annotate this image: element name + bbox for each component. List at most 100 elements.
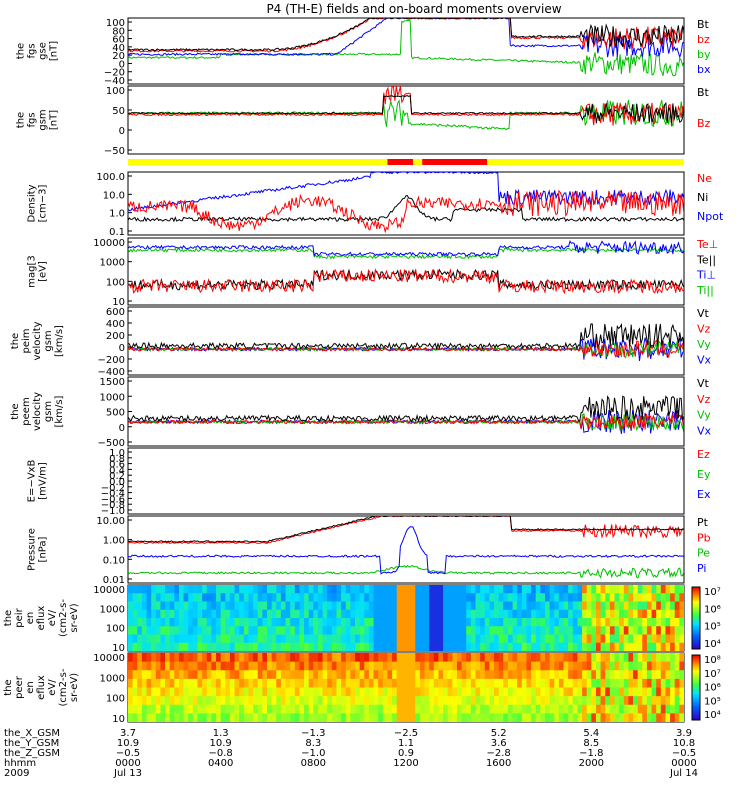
y-tick-label: 10.0 (103, 190, 125, 201)
x-tick-value: 0800 (301, 758, 326, 769)
y-tick-label: −0.2 (101, 483, 125, 494)
panel-frame (127, 17, 685, 85)
trace-Ti⊥ (128, 240, 684, 257)
legend-by: by (697, 48, 711, 61)
y-tick-label: 60 (112, 35, 125, 46)
y-tick-label: 40 (112, 43, 125, 54)
panel-peer-spectrogram: the peer en eflux eV/(cm2-s-sr-eV) 10000 1000 1… (3, 652, 721, 725)
ylabel-line: the (3, 679, 14, 695)
y-tick-label: 0 (119, 343, 125, 354)
y-tick-label: −0.6 (101, 494, 125, 505)
colorbar (691, 654, 701, 721)
y-tick-label: −1.0 (101, 506, 125, 517)
x-tick-value: 3.7 (120, 728, 136, 739)
legend-bx: bx (697, 63, 711, 76)
trace-Npot (128, 172, 684, 212)
trace-by (128, 20, 684, 77)
legend-Pb: Pb (697, 531, 711, 544)
y-tick-label: 0 (119, 126, 125, 137)
trace-Pb (128, 516, 684, 545)
legend-Te||: Te|| (696, 253, 716, 266)
y-tick-label: 100 (106, 694, 125, 705)
y-tick-label: 10000 (93, 238, 125, 249)
panel-peim-velocity: the peim velocity gsm [km/s] 6004002000−200−4… (10, 306, 712, 378)
ylabel-line: fgs (27, 43, 38, 58)
colorbar-label: 10⁵ (704, 696, 721, 707)
y-tick-label: 10.00 (96, 516, 125, 527)
legend-Pi: Pi (697, 562, 706, 575)
panel-frame (127, 237, 685, 306)
y-tick-label: −0.4 (101, 489, 125, 500)
x-row-label: the_Y_GSM (4, 738, 59, 749)
y-tick-label: −0.8 (101, 500, 125, 511)
x-tick-value: 1.3 (213, 728, 229, 739)
y-tick-label: 10000 (93, 585, 125, 596)
y-tick-label: 1.0 (109, 209, 125, 220)
y-tick-label: 400 (106, 319, 125, 330)
colorbar-label: 10⁵ (704, 622, 721, 633)
colorbar-label: 10⁴ (704, 639, 721, 650)
x-tick-value: 2000 (579, 758, 604, 769)
ylabel-line: the (10, 403, 21, 419)
y-tick-label: 600 (106, 307, 125, 318)
legend-Ey: Ey (697, 468, 711, 481)
y-tick-label: 1.00 (103, 536, 125, 547)
x-tick-value: 10.8 (673, 738, 695, 749)
y-tick-label: 50 (112, 106, 125, 117)
y-tick-label: 500 (106, 408, 125, 419)
y-tick-label: −200 (98, 355, 125, 366)
x-tick-value: Jul 14 (669, 768, 698, 779)
y-tick-label: 1000 (100, 392, 125, 403)
trace-Vt (128, 322, 684, 351)
legend-Ti||: Ti|| (696, 284, 714, 297)
ylabel-line: the (3, 610, 14, 626)
y-tick-label: 1500 (100, 377, 125, 388)
y-tick-label: 1.0 (109, 448, 125, 459)
ylabel-line: gsm (38, 109, 49, 130)
y-tick-label: 0.4 (109, 465, 125, 476)
panel-data (128, 395, 684, 434)
x-tick-value: −1.3 (301, 728, 325, 739)
trace-Te⊥ (128, 268, 684, 295)
y-tick-label: −400 (98, 367, 125, 378)
legend-Bt: Bt (697, 86, 710, 99)
legend-Bz: Bz (697, 117, 711, 130)
y-tick-label: 100 (106, 18, 125, 29)
ylabel-line: en (25, 612, 36, 625)
y-tick-label: 0.6 (109, 460, 125, 471)
colorbar (691, 586, 701, 650)
legend-bz: bz (697, 33, 710, 46)
legend-Vz: Vz (697, 393, 711, 406)
ylabel-line: peir (14, 607, 25, 627)
status-bar-red-2 (422, 159, 488, 165)
chart-title: P4 (TH-E) fields and on-board moments ov… (266, 2, 561, 16)
x-tick-value: −0.8 (209, 748, 233, 759)
legend-Vt: Vt (697, 307, 710, 320)
trace-bz (128, 18, 684, 53)
ylabel-line: [nT] (49, 110, 60, 130)
x-tick-value: −1.8 (579, 748, 603, 759)
ylabel-line: sr-eV) (69, 673, 80, 702)
panel-peir-spectrogram: the peir en eflux eV/(cm2-s-sr-eV) 10000 1000 1… (3, 584, 721, 654)
trace-Bz (128, 86, 684, 127)
ylabel-line: gsm (43, 401, 54, 422)
y-tick-label: 100.0 (96, 172, 125, 183)
panel-pressure: Pressure [nPa] 10.00 1.00 0.10 0.01 Pt Pb Pe Pi (27, 515, 711, 586)
x-tick-value: 3.9 (676, 728, 692, 739)
panel-efield: E=−VxB [mV/m] 1.00.80.60.40.20.0−0.2−0.4−0… (27, 447, 711, 517)
legend-Vy: Vy (697, 338, 711, 351)
ylabel-line: eflux (36, 606, 47, 631)
legend-Ti⊥: Ti⊥ (696, 269, 716, 282)
panel-fgs-gsm: the fgs gsm [nT] 100 50 0 −50 Bt Bz (16, 85, 711, 157)
legend-Npot: Npot (697, 210, 724, 223)
y-tick-label: 100 (106, 86, 125, 97)
y-tick-label: 0.10 (103, 555, 125, 566)
trace-Ne (128, 189, 684, 234)
ylabel-line: [eV] (38, 261, 49, 282)
y-tick-label: 10 (112, 643, 125, 654)
ylabel-line: [km/s] (54, 395, 65, 427)
trace-Pe (128, 564, 684, 579)
legend-Ni: Ni (697, 191, 708, 204)
x-tick-value: −2.8 (487, 748, 511, 759)
x-tick-value: 5.2 (491, 728, 507, 739)
